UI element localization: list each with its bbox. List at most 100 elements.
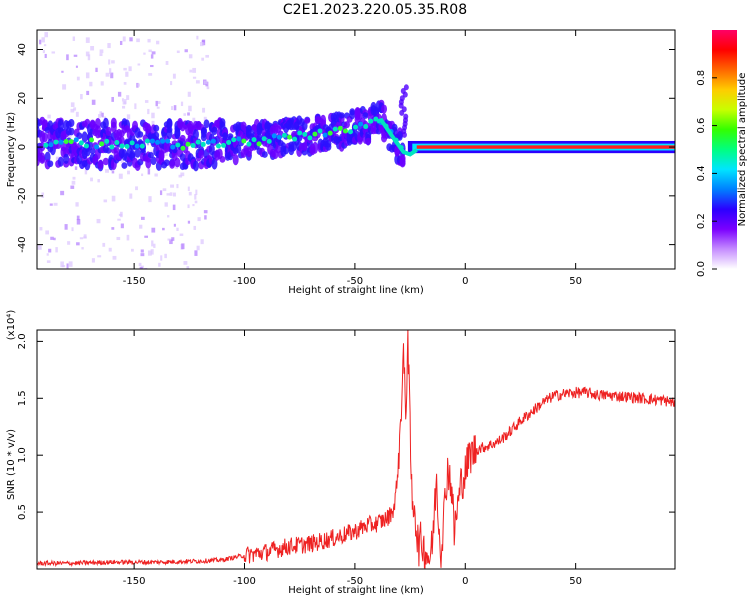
noise-mark xyxy=(155,100,158,107)
noise-mark xyxy=(111,170,115,174)
spectral-mark xyxy=(192,160,199,172)
noise-mark xyxy=(206,86,210,90)
spectral-mark xyxy=(110,117,117,128)
colorbar-tick-label: 0.0 xyxy=(696,261,707,277)
snr-y-axis-label: SNR (10 * v/v) xyxy=(6,429,17,500)
noise-mark xyxy=(67,133,72,139)
noise-mark xyxy=(122,36,126,42)
ridge-mark xyxy=(73,137,79,143)
spectral-mark xyxy=(134,148,141,158)
noise-mark xyxy=(165,152,168,157)
noise-mark xyxy=(135,186,138,191)
spectral-mark xyxy=(235,144,242,154)
ridge-mark xyxy=(246,141,252,147)
noise-mark xyxy=(119,40,123,46)
spectral-mark xyxy=(145,157,152,169)
ridge-mark xyxy=(104,138,110,144)
noise-mark xyxy=(60,190,65,196)
noise-mark xyxy=(76,215,80,221)
spectral-mark xyxy=(261,151,268,158)
ridge-mark xyxy=(266,138,272,144)
noise-mark xyxy=(197,217,201,222)
noise-mark xyxy=(165,61,169,65)
noise-mark xyxy=(188,54,193,59)
noise-mark xyxy=(68,261,73,267)
noise-mark xyxy=(101,112,104,118)
spectral-mark xyxy=(105,147,112,154)
spectral-mark xyxy=(312,141,319,154)
noise-mark xyxy=(140,253,145,257)
ridge-mark xyxy=(358,121,364,127)
noise-mark xyxy=(158,262,161,267)
y-tick-label: 2.0 xyxy=(17,333,28,349)
noise-mark xyxy=(76,76,80,81)
noise-mark xyxy=(150,54,154,59)
noise-mark xyxy=(67,241,71,245)
noise-mark xyxy=(73,54,78,57)
noise-mark xyxy=(150,249,154,255)
noise-mark xyxy=(173,105,177,111)
ridge-mark xyxy=(281,132,287,138)
noise-mark xyxy=(194,250,198,256)
noise-mark xyxy=(80,94,83,100)
noise-mark xyxy=(180,101,184,107)
spectrogram-frame xyxy=(36,29,676,270)
snr-multiplier-label: (x10⁴) xyxy=(6,310,17,341)
noise-mark xyxy=(176,184,179,189)
noise-mark xyxy=(187,186,190,192)
noise-mark xyxy=(123,99,127,105)
noise-mark xyxy=(85,37,90,43)
ridge-mark xyxy=(195,139,201,145)
spectral-mark xyxy=(84,148,91,157)
noise-mark xyxy=(147,250,152,256)
noise-mark xyxy=(39,227,43,231)
ridge-mark xyxy=(149,138,155,144)
noise-mark xyxy=(176,227,179,231)
spectral-mark xyxy=(403,113,409,120)
noise-mark xyxy=(79,237,84,240)
noise-mark xyxy=(85,51,90,57)
noise-mark xyxy=(172,192,176,197)
noise-mark xyxy=(137,63,141,66)
ridge-mark xyxy=(226,139,232,145)
y-tick-label: 0 xyxy=(17,144,28,150)
ridge-mark xyxy=(210,138,216,144)
noise-mark xyxy=(111,227,115,230)
spectral-mark xyxy=(166,128,173,140)
noise-mark xyxy=(160,255,163,261)
ridge-mark xyxy=(241,138,247,144)
spectral-mark xyxy=(89,148,96,155)
noise-mark xyxy=(108,247,112,252)
noise-mark xyxy=(46,253,49,256)
noise-mark xyxy=(102,242,106,247)
x-tick-label: -100 xyxy=(233,276,256,287)
ridge-mark xyxy=(155,139,161,145)
noise-mark xyxy=(76,242,80,246)
noise-mark xyxy=(194,200,198,204)
spectral-mark xyxy=(145,123,152,136)
spectrogram-panel: -150 -100 -50 0 50 -40 -20 0 20 40 Height of stra… xyxy=(6,29,676,296)
ridge-mark xyxy=(251,137,257,143)
spectral-mark xyxy=(41,132,48,143)
noise-mark xyxy=(139,266,143,269)
x-tick-label: 50 xyxy=(569,576,582,587)
noise-mark xyxy=(70,102,75,107)
ridge-mark xyxy=(58,139,64,145)
noise-mark xyxy=(87,54,91,61)
noise-mark xyxy=(140,249,144,253)
noise-mark xyxy=(51,51,56,54)
snr-frame xyxy=(36,329,676,570)
noise-mark xyxy=(203,80,208,85)
ridge-mark xyxy=(347,129,353,135)
snr-panel: -150 -100 -50 0 50 0.5 1.0 1.5 2.0 Height of str… xyxy=(6,310,676,596)
ridge-mark xyxy=(200,141,206,147)
noise-mark xyxy=(70,108,75,113)
noise-mark xyxy=(107,43,111,49)
noise-mark xyxy=(162,188,167,192)
spectral-mark xyxy=(301,148,308,156)
noise-mark xyxy=(128,66,132,72)
noise-mark xyxy=(111,96,114,102)
spectral-mark xyxy=(57,156,64,167)
noise-mark xyxy=(157,101,161,104)
spectral-mark xyxy=(349,109,356,120)
